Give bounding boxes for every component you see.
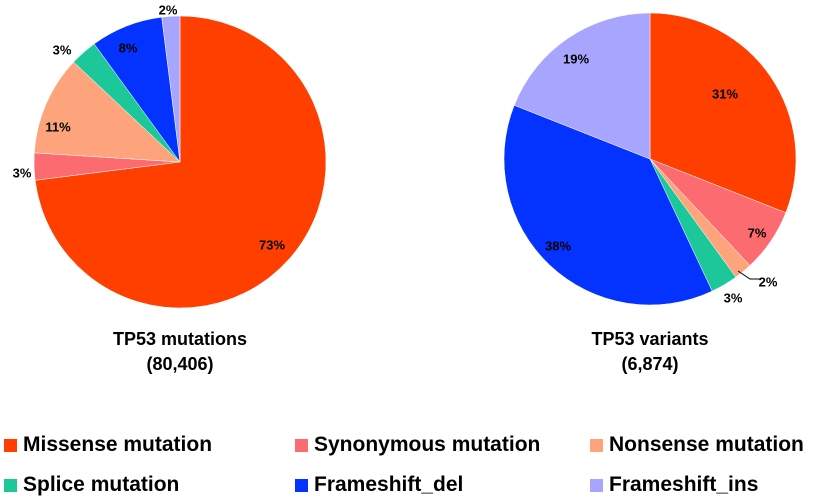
legend-swatch bbox=[295, 438, 308, 452]
slice-label: 11% bbox=[45, 119, 71, 134]
pie-slice-nonsense-mutation bbox=[34, 61, 181, 163]
pie-charts: 73% 3% 11% 3% 8% 2% 31% 7% 2% 3% 38% 19% TP53 muta… bbox=[13, 2, 797, 374]
slice-label: 8% bbox=[119, 40, 138, 55]
legend-item-synonymous: Synonymous mutation bbox=[295, 430, 540, 460]
legend-swatch bbox=[590, 478, 603, 492]
legend-label: Splice mutation bbox=[23, 473, 180, 496]
slice-label: 73% bbox=[259, 237, 285, 252]
slice-label: 3% bbox=[13, 165, 32, 180]
legend-item-frameshift-del: Frameshift_del bbox=[295, 470, 463, 500]
legend-label: Synonymous mutation bbox=[314, 433, 541, 456]
legend-label: Nonsense mutation bbox=[609, 433, 804, 456]
slice-label: 7% bbox=[748, 225, 767, 240]
legend: Missense mutation Synonymous mutation No… bbox=[0, 428, 836, 503]
legend-item-nonsense: Nonsense mutation bbox=[590, 430, 804, 460]
pie-slice-frameshift-del bbox=[503, 104, 713, 306]
legend-label: Frameshift_ins bbox=[609, 473, 759, 496]
slice-label: 38% bbox=[545, 238, 571, 253]
slice-label: 3% bbox=[53, 42, 72, 57]
pie-chart-tp53-variants: 31% 7% 2% 3% 38% 19% bbox=[503, 12, 797, 306]
legend-item-splice: Splice mutation bbox=[4, 470, 179, 500]
slice-label: 31% bbox=[712, 86, 738, 101]
pie-slice-missense-mutation bbox=[34, 15, 327, 309]
slice-label: 19% bbox=[563, 51, 589, 66]
pie-subtitle-variants: (6,874) bbox=[621, 354, 678, 374]
slice-label: 3% bbox=[724, 290, 743, 305]
legend-item-missense: Missense mutation bbox=[4, 430, 212, 460]
pie-slice-frameshift-ins bbox=[161, 15, 181, 163]
slice-label: 2% bbox=[159, 2, 178, 17]
legend-swatch bbox=[4, 478, 17, 492]
legend-label: Frameshift_del bbox=[314, 473, 464, 496]
pie-chart-tp53-mutations: 73% 3% 11% 3% 8% 2% bbox=[13, 2, 327, 309]
legend-label: Missense mutation bbox=[23, 433, 213, 456]
pie-slice-missense-mutation bbox=[649, 12, 797, 214]
legend-swatch bbox=[295, 478, 308, 492]
pie-title-variants: TP53 variants bbox=[591, 329, 708, 349]
pie-title-mutations: TP53 mutations bbox=[113, 329, 247, 349]
leader-line bbox=[737, 270, 760, 280]
pie-slice-frameshift-ins bbox=[513, 12, 651, 160]
slice-label: 2% bbox=[759, 274, 778, 289]
pie-subtitle-mutations: (80,406) bbox=[146, 354, 213, 374]
legend-swatch bbox=[590, 438, 603, 452]
legend-item-frameshift-ins: Frameshift_ins bbox=[590, 470, 758, 500]
legend-swatch bbox=[4, 438, 17, 452]
